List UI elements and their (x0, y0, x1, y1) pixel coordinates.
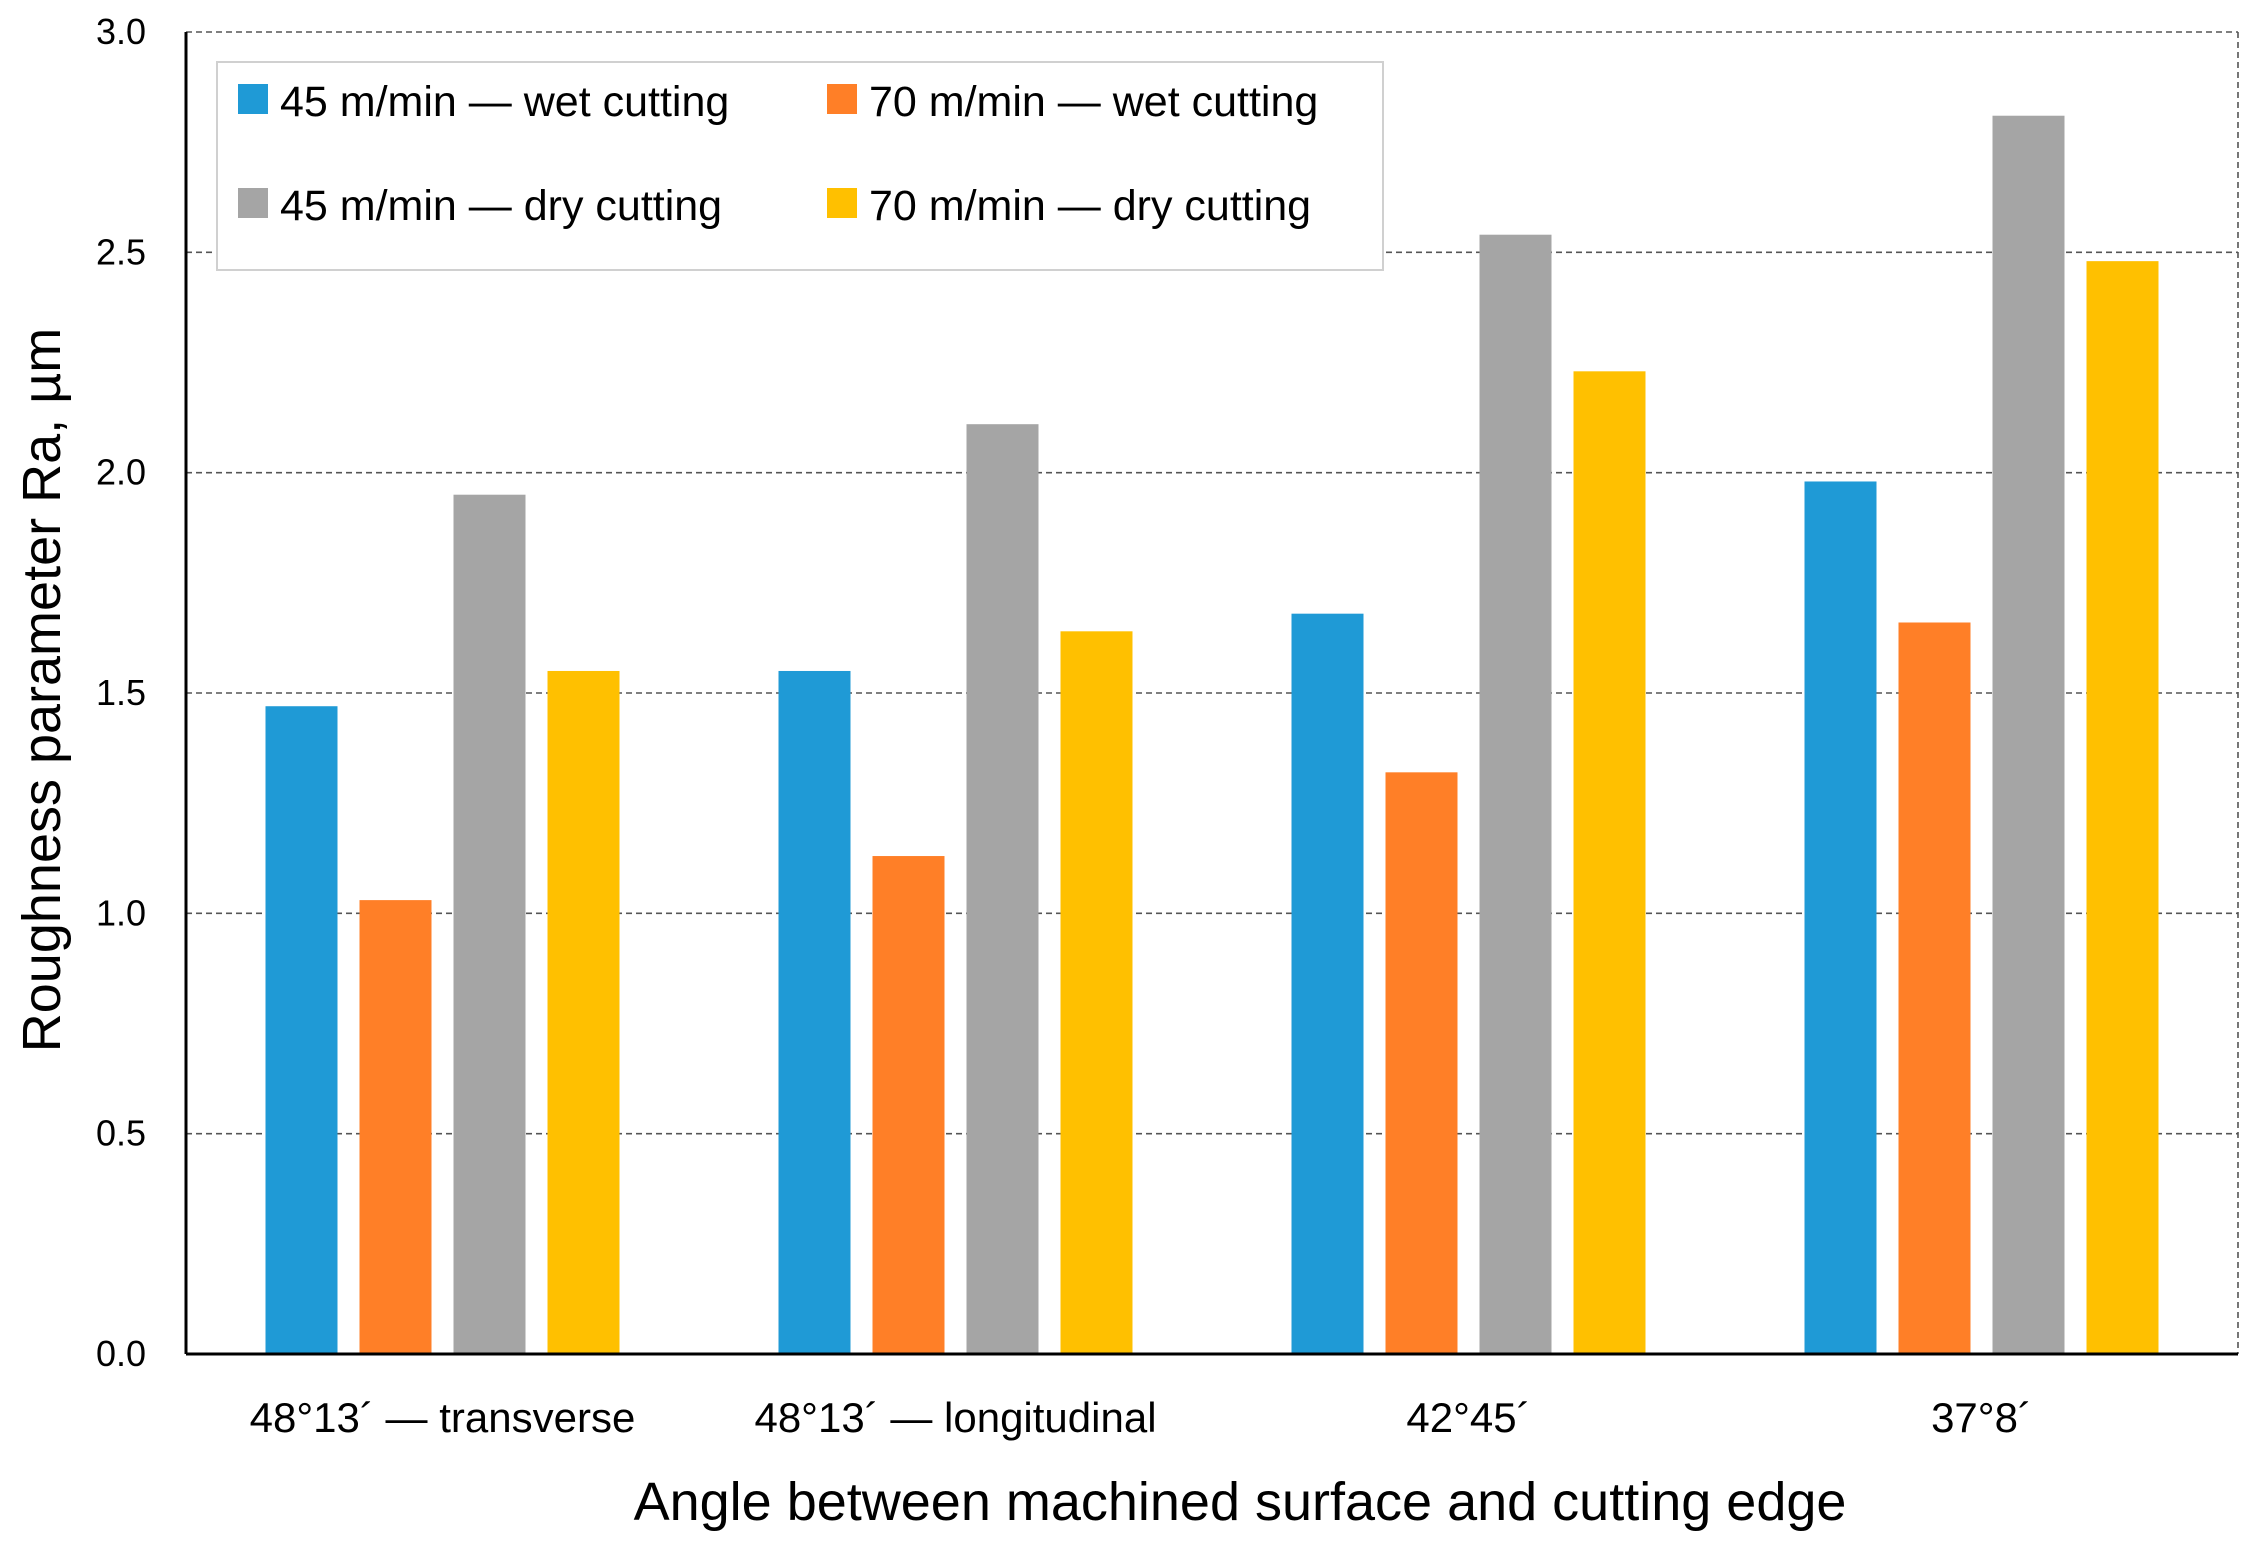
legend-swatch (827, 84, 857, 114)
bar-2-4 (1898, 622, 1971, 1354)
y-tick-label: 1.5 (96, 672, 146, 713)
legend-label: 70 m/min — wet cutting (869, 78, 1318, 126)
bar-2-1 (359, 900, 432, 1354)
bar-1-1 (265, 706, 338, 1354)
legend-label: 45 m/min — wet cutting (280, 78, 729, 126)
y-tick-label: 0.0 (96, 1333, 146, 1374)
y-tick-label: 0.5 (96, 1113, 146, 1154)
bar-2-3 (1385, 772, 1458, 1354)
bar-1-4 (1804, 481, 1877, 1355)
bar-1-2 (778, 670, 851, 1354)
y-tick-label: 2.0 (96, 452, 146, 493)
bar-4-3 (1573, 371, 1646, 1354)
y-axis-title: Roughness parameter Ra, µm (12, 328, 72, 1052)
bar-3-1 (453, 494, 526, 1354)
x-category-labels: 48°13´ — transverse 48°13´ — longitudinal… (250, 1394, 2032, 1441)
bar-2-2 (872, 856, 945, 1354)
y-tick-label: 3.0 (96, 11, 146, 52)
x-category-label: 48°13´ — transverse (250, 1394, 636, 1441)
axes (184, 32, 2239, 1356)
bar-1-3 (1291, 613, 1364, 1354)
legend-swatch (238, 84, 268, 114)
legend-label: 45 m/min — dry cutting (280, 182, 722, 230)
legend-swatch (827, 188, 857, 218)
bar-3-2 (966, 424, 1039, 1354)
bar-4-2 (1060, 631, 1133, 1354)
x-category-label: 42°45´ (1406, 1394, 1530, 1441)
bar-4-4 (2086, 261, 2159, 1354)
y-tick-labels: 0.0 0.5 1.0 1.5 2.0 2.5 3.0 (96, 11, 146, 1374)
bars (265, 115, 2159, 1355)
x-axis-title: Angle between machined surface and cutti… (634, 1472, 1847, 1532)
x-category-label: 37°8´ (1931, 1394, 2032, 1441)
x-category-label: 48°13´ — longitudinal (754, 1394, 1156, 1441)
y-tick-label: 1.0 (96, 892, 146, 933)
bar-4-1 (547, 670, 620, 1354)
bar-3-3 (1479, 234, 1552, 1354)
legend-box (216, 61, 1384, 271)
bar-3-4 (1992, 115, 2065, 1354)
legend-label: 70 m/min — dry cutting (869, 182, 1311, 230)
y-tick-label: 2.5 (96, 231, 146, 272)
legend-swatch (238, 188, 268, 218)
legend: 45 m/min — wet cutting 70 m/min — wet cut… (216, 61, 1384, 271)
